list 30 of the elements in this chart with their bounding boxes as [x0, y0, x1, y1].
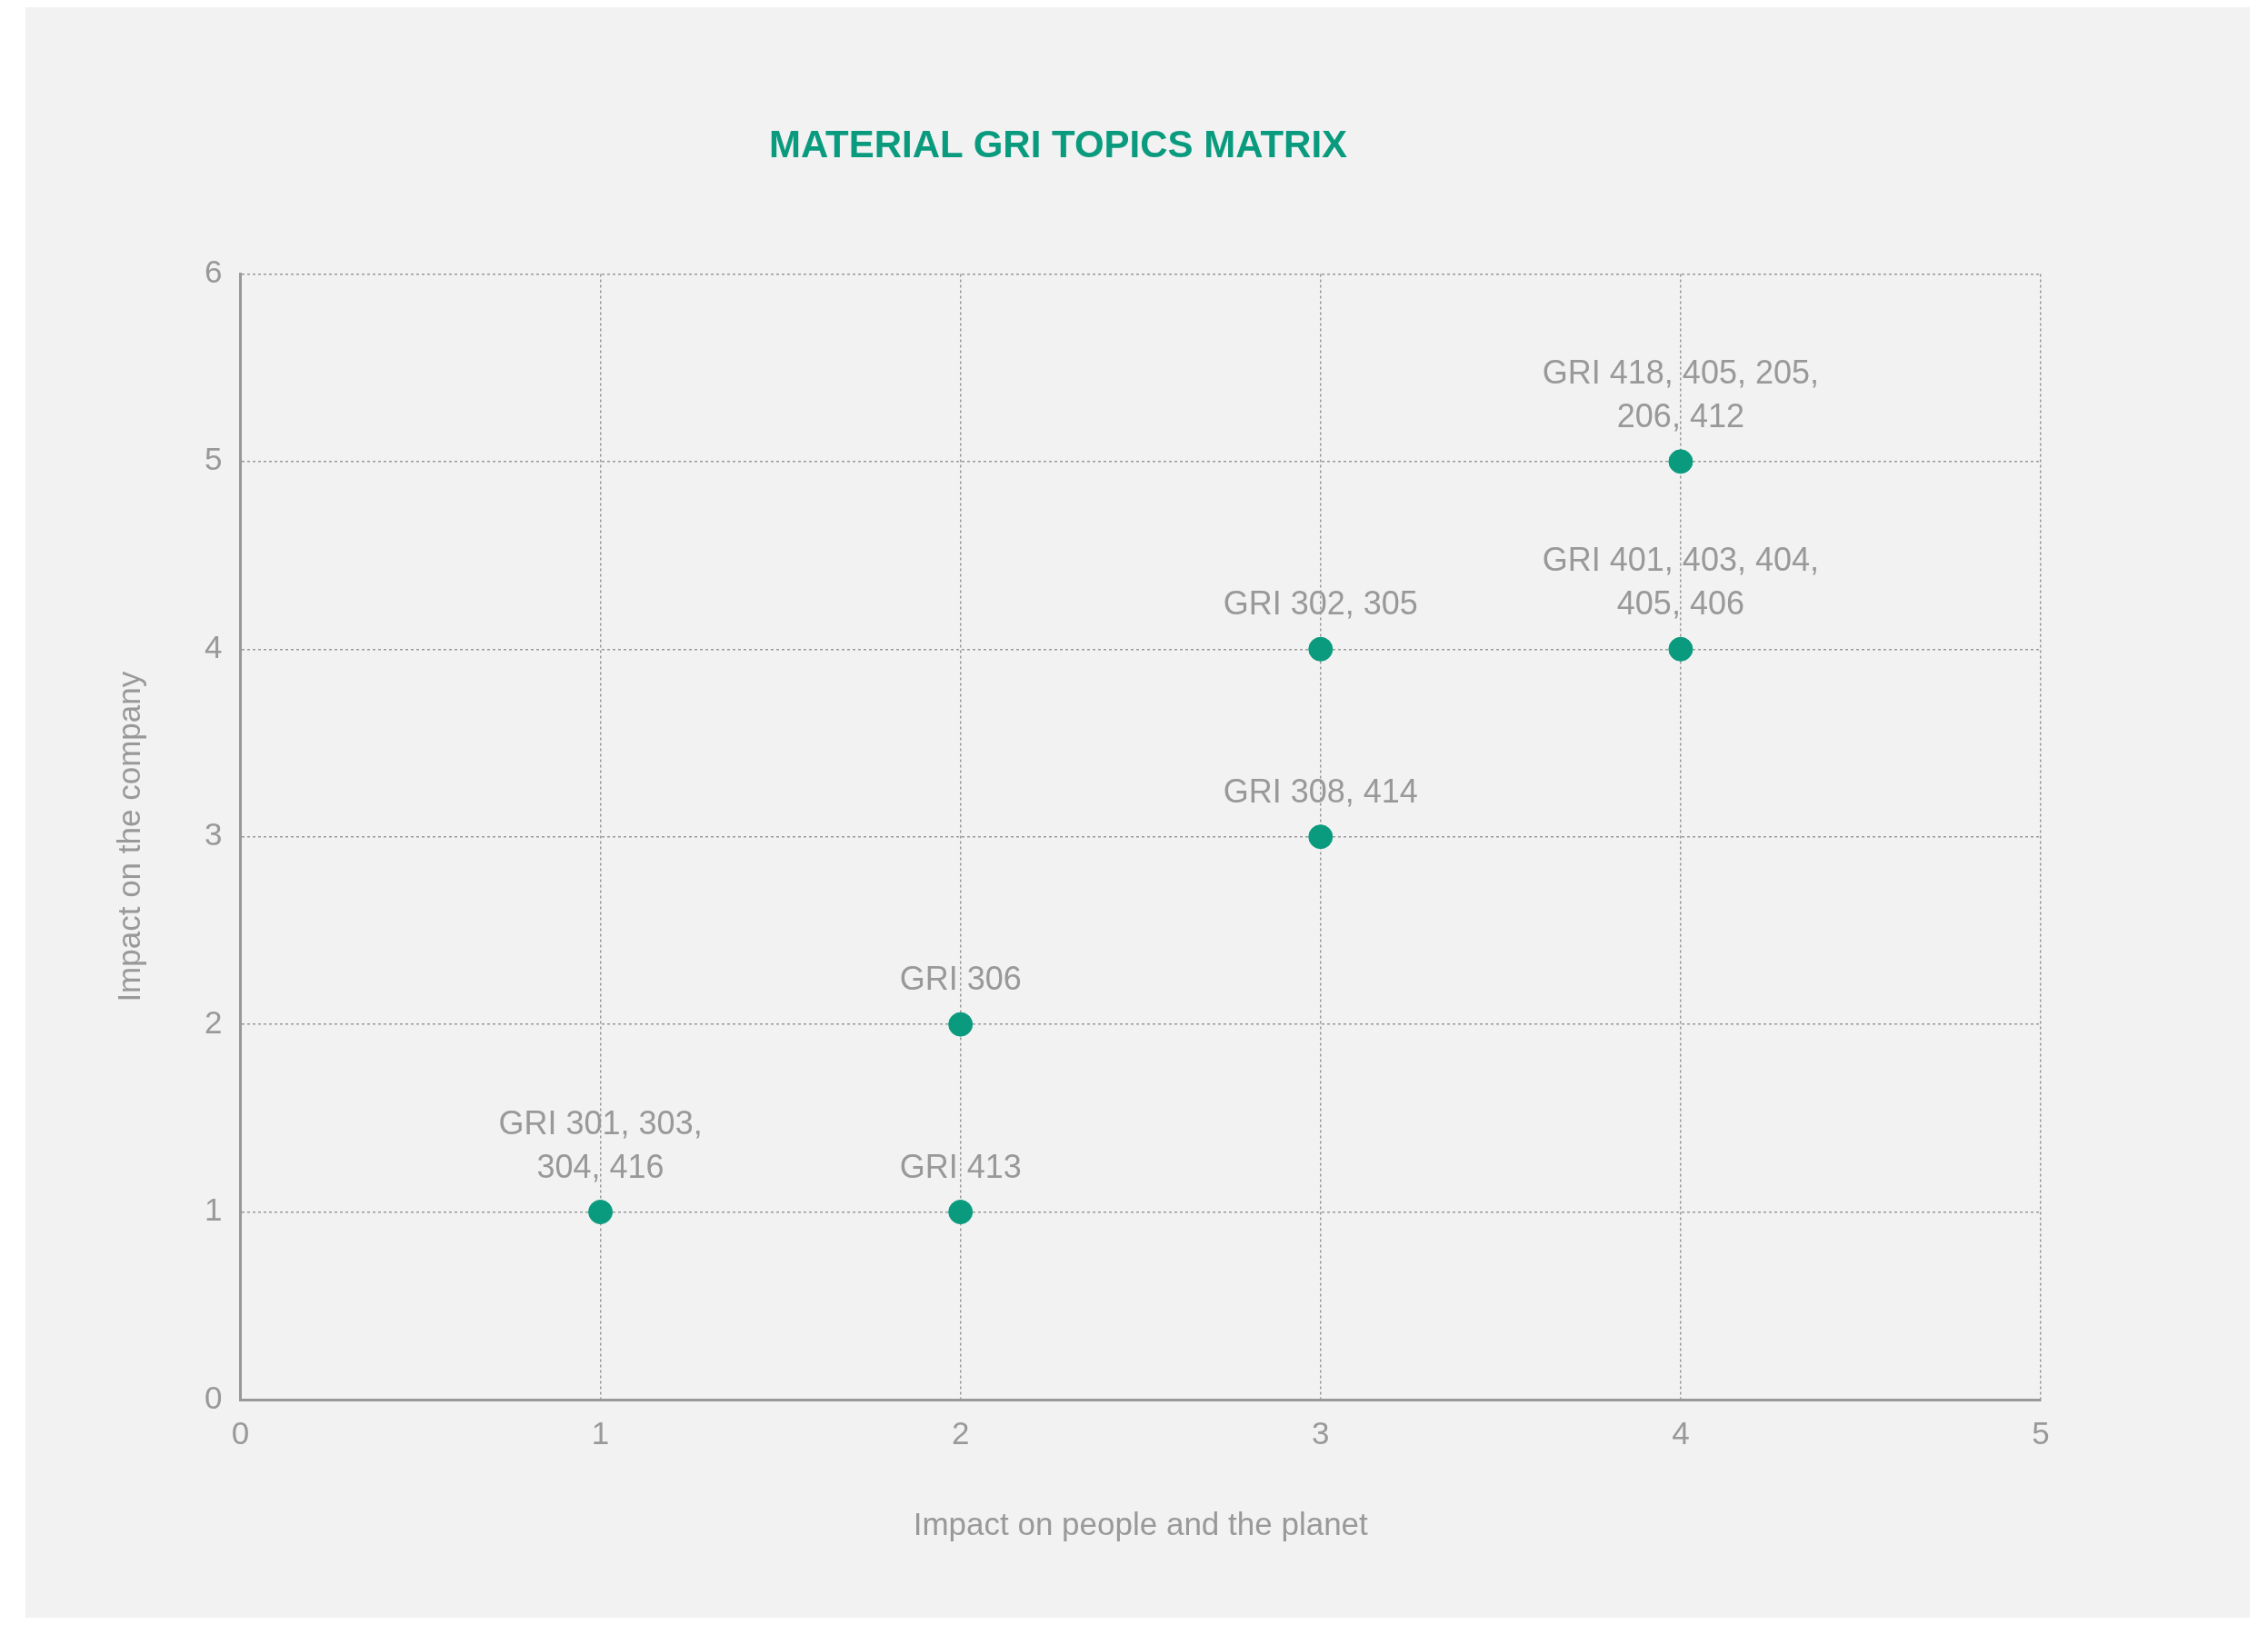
annotation: GRI 413: [899, 1147, 1022, 1185]
x-axis-title: Impact on people and the planet: [913, 1505, 1369, 1541]
point: [588, 1200, 614, 1225]
annotation: GRI 401, 403, 404, 405, 406: [1542, 541, 1819, 623]
annotation: GRI 418, 405, 205, 206, 412: [1542, 353, 1819, 434]
y-tick-label: 3: [205, 816, 223, 852]
y-tick-label: 2: [205, 1003, 223, 1040]
chart-title: MATERIAL GRI TOPICS MATRIX: [768, 122, 1348, 165]
annotation: GRI 306: [899, 960, 1022, 998]
annotation: GRI 301, 303, 304, 416: [498, 1103, 703, 1185]
point: [1668, 636, 1694, 662]
y-tick-label: 5: [205, 441, 223, 477]
point: [948, 1200, 974, 1225]
point: [1308, 636, 1334, 662]
point: [1308, 824, 1334, 850]
y-tick-label: 1: [205, 1191, 223, 1228]
y-tick-label: 6: [205, 254, 223, 290]
annotation: GRI 308, 414: [1223, 772, 1418, 810]
y-axis-title: Impact on the company: [110, 671, 146, 1002]
y-tick-label: 0: [205, 1379, 223, 1415]
x-tick-label: 3: [1312, 1414, 1330, 1451]
x-tick-label: 1: [591, 1414, 610, 1451]
x-tick-label: 4: [1672, 1414, 1690, 1451]
annotation: GRI 302, 305: [1223, 584, 1418, 623]
point: [948, 1012, 974, 1037]
y-tick-label: 4: [205, 628, 223, 664]
point: [1668, 449, 1694, 474]
x-tick-label: 0: [231, 1414, 250, 1451]
x-tick-label: 5: [2032, 1414, 2050, 1451]
x-tick-label: 2: [951, 1414, 970, 1451]
